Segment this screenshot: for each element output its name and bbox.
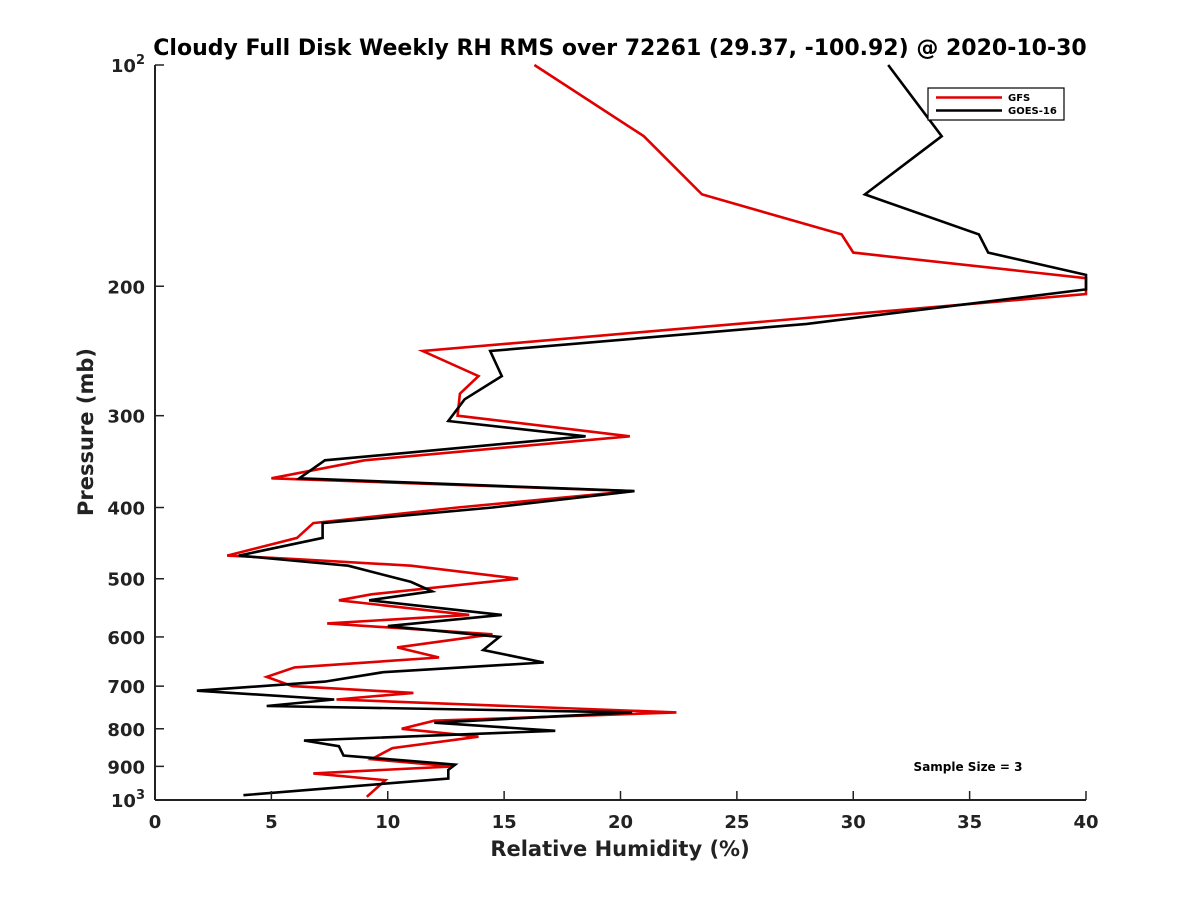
legend-label-goes-16: GOES-16 [1008, 106, 1057, 117]
y-tick-label: 800 [107, 720, 145, 741]
y-tick-label: 500 [107, 570, 145, 591]
x-tick-label: 30 [841, 812, 866, 833]
legend: GFS GOES-16 [927, 87, 1065, 121]
y-axis-label: Pressure (mb) [74, 348, 98, 516]
x-tick-label: 0 [149, 812, 162, 833]
plot-frame [155, 65, 1086, 800]
x-tick-label: 5 [265, 812, 278, 833]
y-tick-label: 900 [107, 757, 145, 778]
x-ticks: 0 5 10 15 20 25 30 35 40 [149, 791, 1099, 833]
x-tick-label: 20 [608, 812, 633, 833]
series-line-gfs [226, 63, 1088, 798]
y-tick-label: 300 [107, 407, 145, 428]
x-tick-label: 15 [492, 812, 517, 833]
x-tick-label: 40 [1073, 812, 1098, 833]
series-layer [196, 63, 1088, 798]
y-tick-label: 600 [107, 628, 145, 649]
chart-title: Cloudy Full Disk Weekly RH RMS over 7226… [153, 36, 1086, 61]
legend-label-gfs: GFS [1008, 93, 1030, 104]
y-ticks: 102 200 300 400 500 600 700 800 900 103 [107, 53, 164, 812]
y-tick-label: 102 [111, 53, 145, 77]
x-axis-label: Relative Humidity (%) [490, 837, 749, 861]
legend-box [927, 87, 1065, 121]
x-tick-label: 35 [957, 812, 982, 833]
y-tick-label: 700 [107, 677, 145, 698]
y-tick-label: 103 [111, 788, 145, 812]
y-tick-label: 400 [107, 499, 145, 520]
x-tick-label: 25 [724, 812, 749, 833]
series-line-goes-16 [196, 64, 1088, 797]
y-tick-label: 200 [107, 277, 145, 298]
x-tick-label: 10 [375, 812, 400, 833]
sample-size-annotation: Sample Size = 3 [914, 760, 1023, 774]
